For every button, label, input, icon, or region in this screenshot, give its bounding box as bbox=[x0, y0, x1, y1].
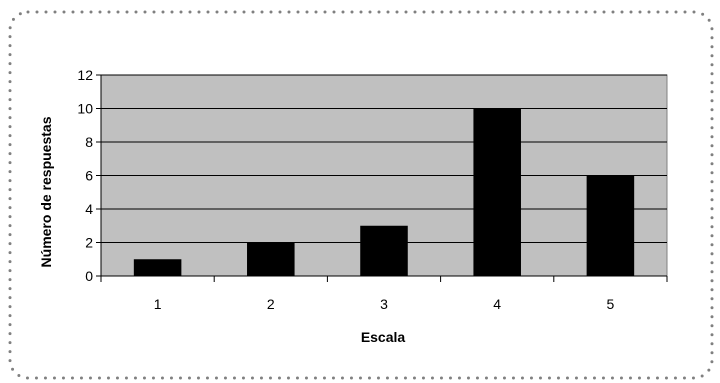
y-tick-label-10: 10 bbox=[77, 101, 93, 117]
bar-1 bbox=[133, 259, 182, 276]
x-tick-label-2: 2 bbox=[267, 296, 275, 312]
axes bbox=[96, 74, 668, 282]
bar-3 bbox=[360, 225, 408, 276]
x-tick-labels: 1 2 3 4 5 bbox=[154, 296, 615, 312]
y-tick-label-4: 4 bbox=[85, 201, 93, 217]
y-tick-label-8: 8 bbox=[85, 134, 93, 150]
x-axis-title: Escala bbox=[361, 329, 406, 345]
x-tick-label-4: 4 bbox=[493, 296, 501, 312]
x-tick-label-3: 3 bbox=[380, 296, 388, 312]
y-tick-label-12: 12 bbox=[77, 67, 93, 83]
y-tick-label-6: 6 bbox=[85, 168, 93, 184]
x-tick-label-1: 1 bbox=[154, 296, 162, 312]
y-tick-label-0: 0 bbox=[85, 268, 93, 284]
bar-5 bbox=[586, 175, 635, 276]
y-tick-label-2: 2 bbox=[85, 235, 93, 251]
bar-4 bbox=[473, 108, 521, 276]
bar-2 bbox=[247, 242, 295, 276]
bars bbox=[133, 108, 635, 276]
chart-frame bbox=[8, 10, 714, 380]
y-axis-title: Número de respuestas bbox=[38, 116, 54, 267]
x-tick-label-5: 5 bbox=[607, 296, 615, 312]
y-tick-labels: 0 2 4 6 8 10 12 bbox=[77, 67, 93, 284]
